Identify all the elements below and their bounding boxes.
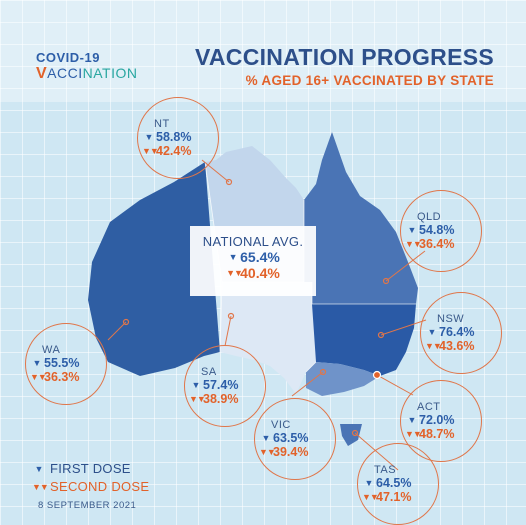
state-name-act: ACT bbox=[417, 401, 441, 413]
callout-vic: VIC ▼ 63.5% ▼▼ 39.4% bbox=[254, 398, 336, 480]
callout-wa: WA ▼ 55.5% ▼▼ 36.3% bbox=[25, 323, 107, 405]
syringe-icon: ▼ bbox=[228, 252, 238, 262]
double-syringe-icon: ▼▼ bbox=[30, 372, 47, 382]
anchor-dots bbox=[122, 178, 390, 437]
national-first-row: ▼ 65.4% bbox=[190, 249, 316, 265]
logo-part-a: ACCI bbox=[47, 65, 83, 81]
state-name-qld: QLD bbox=[417, 211, 442, 223]
state-shape-qld bbox=[304, 132, 418, 304]
header-band bbox=[0, 0, 526, 102]
syringe-icon: ▼ bbox=[144, 132, 154, 142]
state-name-nsw: NSW bbox=[437, 313, 465, 325]
double-syringe-icon: ▼▼ bbox=[32, 481, 49, 492]
callout-nt: NT ▼ 58.8% ▼▼ 42.4% bbox=[137, 97, 219, 179]
callout-act: ACT ▼ 72.0% ▼▼ 48.7% bbox=[400, 380, 482, 462]
syringe-icon: ▼ bbox=[261, 433, 271, 443]
state-shape-tas bbox=[340, 424, 362, 446]
syringe-icon: ▼ bbox=[32, 358, 42, 368]
double-syringe-icon: ▼▼ bbox=[142, 146, 159, 156]
logo-line2: VACCINATION bbox=[36, 65, 137, 83]
second-dose-nsw: 43.6% bbox=[439, 339, 475, 353]
logo-tick: V bbox=[36, 65, 48, 82]
first-dose-tas: 64.5% bbox=[376, 476, 412, 490]
state-shape-wa bbox=[88, 162, 220, 376]
national-second-row: ▼▼ 40.4% bbox=[190, 265, 316, 281]
state-name-wa: WA bbox=[42, 344, 61, 356]
double-syringe-icon: ▼▼ bbox=[405, 239, 422, 249]
national-second-value: 40.4% bbox=[240, 265, 280, 281]
callout-nsw: NSW ▼ 76.4% ▼▼ 43.6% bbox=[420, 292, 502, 374]
callout-sa: SA ▼ 57.4% ▼▼ 38.9% bbox=[184, 345, 266, 427]
double-syringe-icon: ▼▼ bbox=[362, 492, 379, 502]
double-syringe-icon: ▼▼ bbox=[226, 268, 243, 278]
first-dose-act: 72.0% bbox=[419, 413, 455, 427]
syringe-icon: ▼ bbox=[407, 225, 417, 235]
double-syringe-icon: ▼▼ bbox=[189, 394, 206, 404]
legend-first-dose: ▼ FIRST DOSE bbox=[32, 461, 149, 476]
first-dose-qld: 54.8% bbox=[419, 223, 455, 237]
legend: ▼ FIRST DOSE ▼▼ SECOND DOSE bbox=[32, 461, 149, 497]
second-dose-qld: 36.4% bbox=[419, 237, 455, 251]
callout-qld: QLD ▼ 54.8% ▼▼ 36.4% bbox=[400, 190, 482, 272]
second-dose-sa: 38.9% bbox=[203, 392, 239, 406]
logo-part-b: NATION bbox=[82, 65, 138, 81]
logo: COVID-19 VACCINATION bbox=[36, 50, 137, 83]
second-dose-nt: 42.4% bbox=[156, 144, 192, 158]
second-dose-wa: 36.3% bbox=[44, 370, 80, 384]
first-dose-nt: 58.8% bbox=[156, 130, 192, 144]
syringe-icon: ▼ bbox=[407, 415, 417, 425]
syringe-icon: ▼ bbox=[364, 478, 374, 488]
syringe-icon: ▼ bbox=[34, 463, 44, 474]
state-name-nt: NT bbox=[154, 118, 170, 130]
page-title: VACCINATION PROGRESS bbox=[194, 44, 494, 70]
act-marker bbox=[372, 370, 382, 380]
state-name-vic: VIC bbox=[271, 419, 291, 431]
legend-first-label: FIRST DOSE bbox=[50, 461, 131, 476]
state-name-tas: TAS bbox=[374, 464, 397, 476]
legend-second-label: SECOND DOSE bbox=[50, 479, 150, 494]
national-first-value: 65.4% bbox=[240, 249, 280, 265]
double-syringe-icon: ▼▼ bbox=[425, 341, 442, 351]
national-average-label: NATIONAL AVG. bbox=[202, 234, 304, 249]
state-name-sa: SA bbox=[201, 366, 217, 378]
logo-line1: COVID-19 bbox=[36, 50, 100, 65]
syringe-icon: ▼ bbox=[191, 380, 201, 390]
callout-tas: TAS ▼ 64.5% ▼▼ 47.1% bbox=[357, 443, 439, 525]
first-dose-sa: 57.4% bbox=[203, 378, 239, 392]
second-dose-act: 48.7% bbox=[419, 427, 455, 441]
double-syringe-icon: ▼▼ bbox=[259, 447, 276, 457]
double-syringe-icon: ▼▼ bbox=[405, 429, 422, 439]
second-dose-vic: 39.4% bbox=[273, 445, 309, 459]
first-dose-vic: 63.5% bbox=[273, 431, 309, 445]
first-dose-wa: 55.5% bbox=[44, 356, 80, 370]
state-shape-sa bbox=[220, 282, 316, 394]
first-dose-nsw: 76.4% bbox=[439, 325, 475, 339]
legend-second-dose: ▼▼ SECOND DOSE bbox=[32, 479, 149, 494]
second-dose-tas: 47.1% bbox=[376, 490, 412, 504]
state-shape-nsw bbox=[312, 304, 416, 376]
date-label: 8 SEPTEMBER 2021 bbox=[38, 500, 137, 511]
syringe-icon: ▼ bbox=[427, 327, 437, 337]
national-average-box: NATIONAL AVG. ▼ 65.4% ▼▼ 40.4% bbox=[190, 226, 316, 296]
page-subtitle: % AGED 16+ VACCINATED BY STATE bbox=[245, 73, 494, 88]
